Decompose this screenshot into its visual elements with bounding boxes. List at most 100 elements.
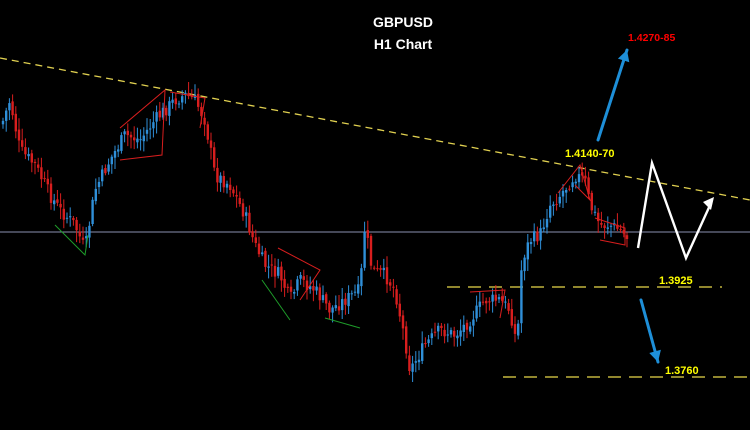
candle-body [424, 343, 427, 345]
candle-body [43, 178, 46, 180]
candle-body [305, 280, 309, 291]
candle-body [542, 227, 545, 230]
forecast-arrows [596, 48, 661, 364]
candle-body [277, 267, 280, 276]
candle-body [24, 147, 27, 155]
candle-body [136, 138, 139, 143]
candle-body [129, 134, 133, 138]
candle-body [440, 325, 443, 328]
candle-body [270, 264, 273, 266]
candle-body [104, 168, 107, 174]
candle-body [437, 325, 440, 332]
candle-body [462, 324, 465, 332]
pattern-wedge [469, 289, 506, 319]
up-arrow-head [617, 50, 630, 63]
candle-body [385, 267, 389, 285]
candle-body [485, 300, 488, 304]
candle-body [545, 219, 549, 228]
candle-body [600, 223, 603, 225]
candle-body [507, 303, 510, 311]
pattern-green-leg [261, 279, 291, 321]
candle-body [603, 225, 606, 228]
candle-body [414, 361, 417, 363]
pattern-drawings [54, 88, 626, 329]
candle-body [299, 275, 302, 279]
candle-body [337, 306, 341, 311]
candle-body [469, 326, 472, 332]
candle-body [5, 110, 8, 121]
support-1-label: 1.3925 [659, 275, 693, 287]
candle-body [369, 235, 373, 266]
candle-body [584, 175, 587, 179]
candle-body [389, 282, 392, 286]
candle-body [126, 130, 129, 136]
candle-body [139, 139, 142, 141]
candle-body [510, 309, 513, 326]
candle-body [398, 303, 401, 317]
candle-body [33, 161, 37, 163]
projection-arrowhead [703, 197, 714, 210]
candle-body [62, 208, 65, 220]
candle-body [421, 343, 424, 361]
candle-body [395, 289, 398, 305]
candle-body [408, 355, 411, 371]
candle-body [101, 169, 104, 182]
candle-body [1, 120, 5, 125]
candle-body [8, 103, 11, 111]
candle-body [363, 232, 366, 268]
candle-body [174, 98, 177, 105]
candle-body [481, 301, 485, 303]
candle-body [85, 236, 88, 239]
candle-body [593, 211, 597, 213]
candle-body [427, 339, 430, 344]
candle-body [107, 164, 110, 172]
candle-body [264, 250, 267, 267]
candle-body [587, 177, 590, 195]
candle-body [209, 140, 213, 148]
candle-body [117, 149, 120, 152]
candle-body [273, 265, 277, 277]
candle-body [456, 335, 459, 339]
candle-body [69, 216, 72, 218]
candle-body [81, 237, 85, 240]
pattern-wedge [594, 217, 626, 246]
candle-body [14, 113, 17, 132]
candle-body [549, 205, 552, 218]
candle-body [123, 131, 126, 135]
candle-body [267, 266, 270, 268]
candle-body [30, 153, 33, 163]
descending-trendline [0, 57, 750, 201]
candle-body [289, 286, 293, 292]
candle-body [203, 117, 206, 125]
candle-body [497, 297, 501, 300]
candle-body [504, 301, 507, 303]
candle-body [523, 257, 526, 272]
candle-body [158, 110, 161, 118]
chart-subtitle: H1 Chart [374, 36, 433, 52]
candle-body [17, 129, 21, 141]
pattern-wedge [557, 163, 592, 202]
candle-body [315, 286, 318, 291]
pattern-wedge [277, 247, 321, 301]
candle-body [488, 301, 491, 303]
pattern-green-leg [54, 224, 89, 257]
candle-body [296, 279, 299, 291]
candle-body [286, 286, 289, 288]
candle-body [149, 128, 152, 130]
candle-body [401, 315, 405, 329]
candle-body [347, 293, 350, 307]
candle-body [241, 203, 245, 217]
candle-body [622, 230, 625, 234]
support-2-label: 1.3760 [665, 365, 699, 377]
candle-body [232, 189, 235, 194]
candle-body [625, 235, 629, 239]
target-high-label: 1.4270-85 [628, 32, 675, 44]
candle-body [59, 203, 62, 208]
candle-body [88, 225, 91, 238]
projected-path [636, 158, 714, 262]
candle-body [539, 228, 542, 241]
pattern-wedge [169, 91, 206, 129]
candle-body [353, 291, 357, 293]
candle-body [360, 268, 363, 287]
candle-body [302, 276, 305, 280]
